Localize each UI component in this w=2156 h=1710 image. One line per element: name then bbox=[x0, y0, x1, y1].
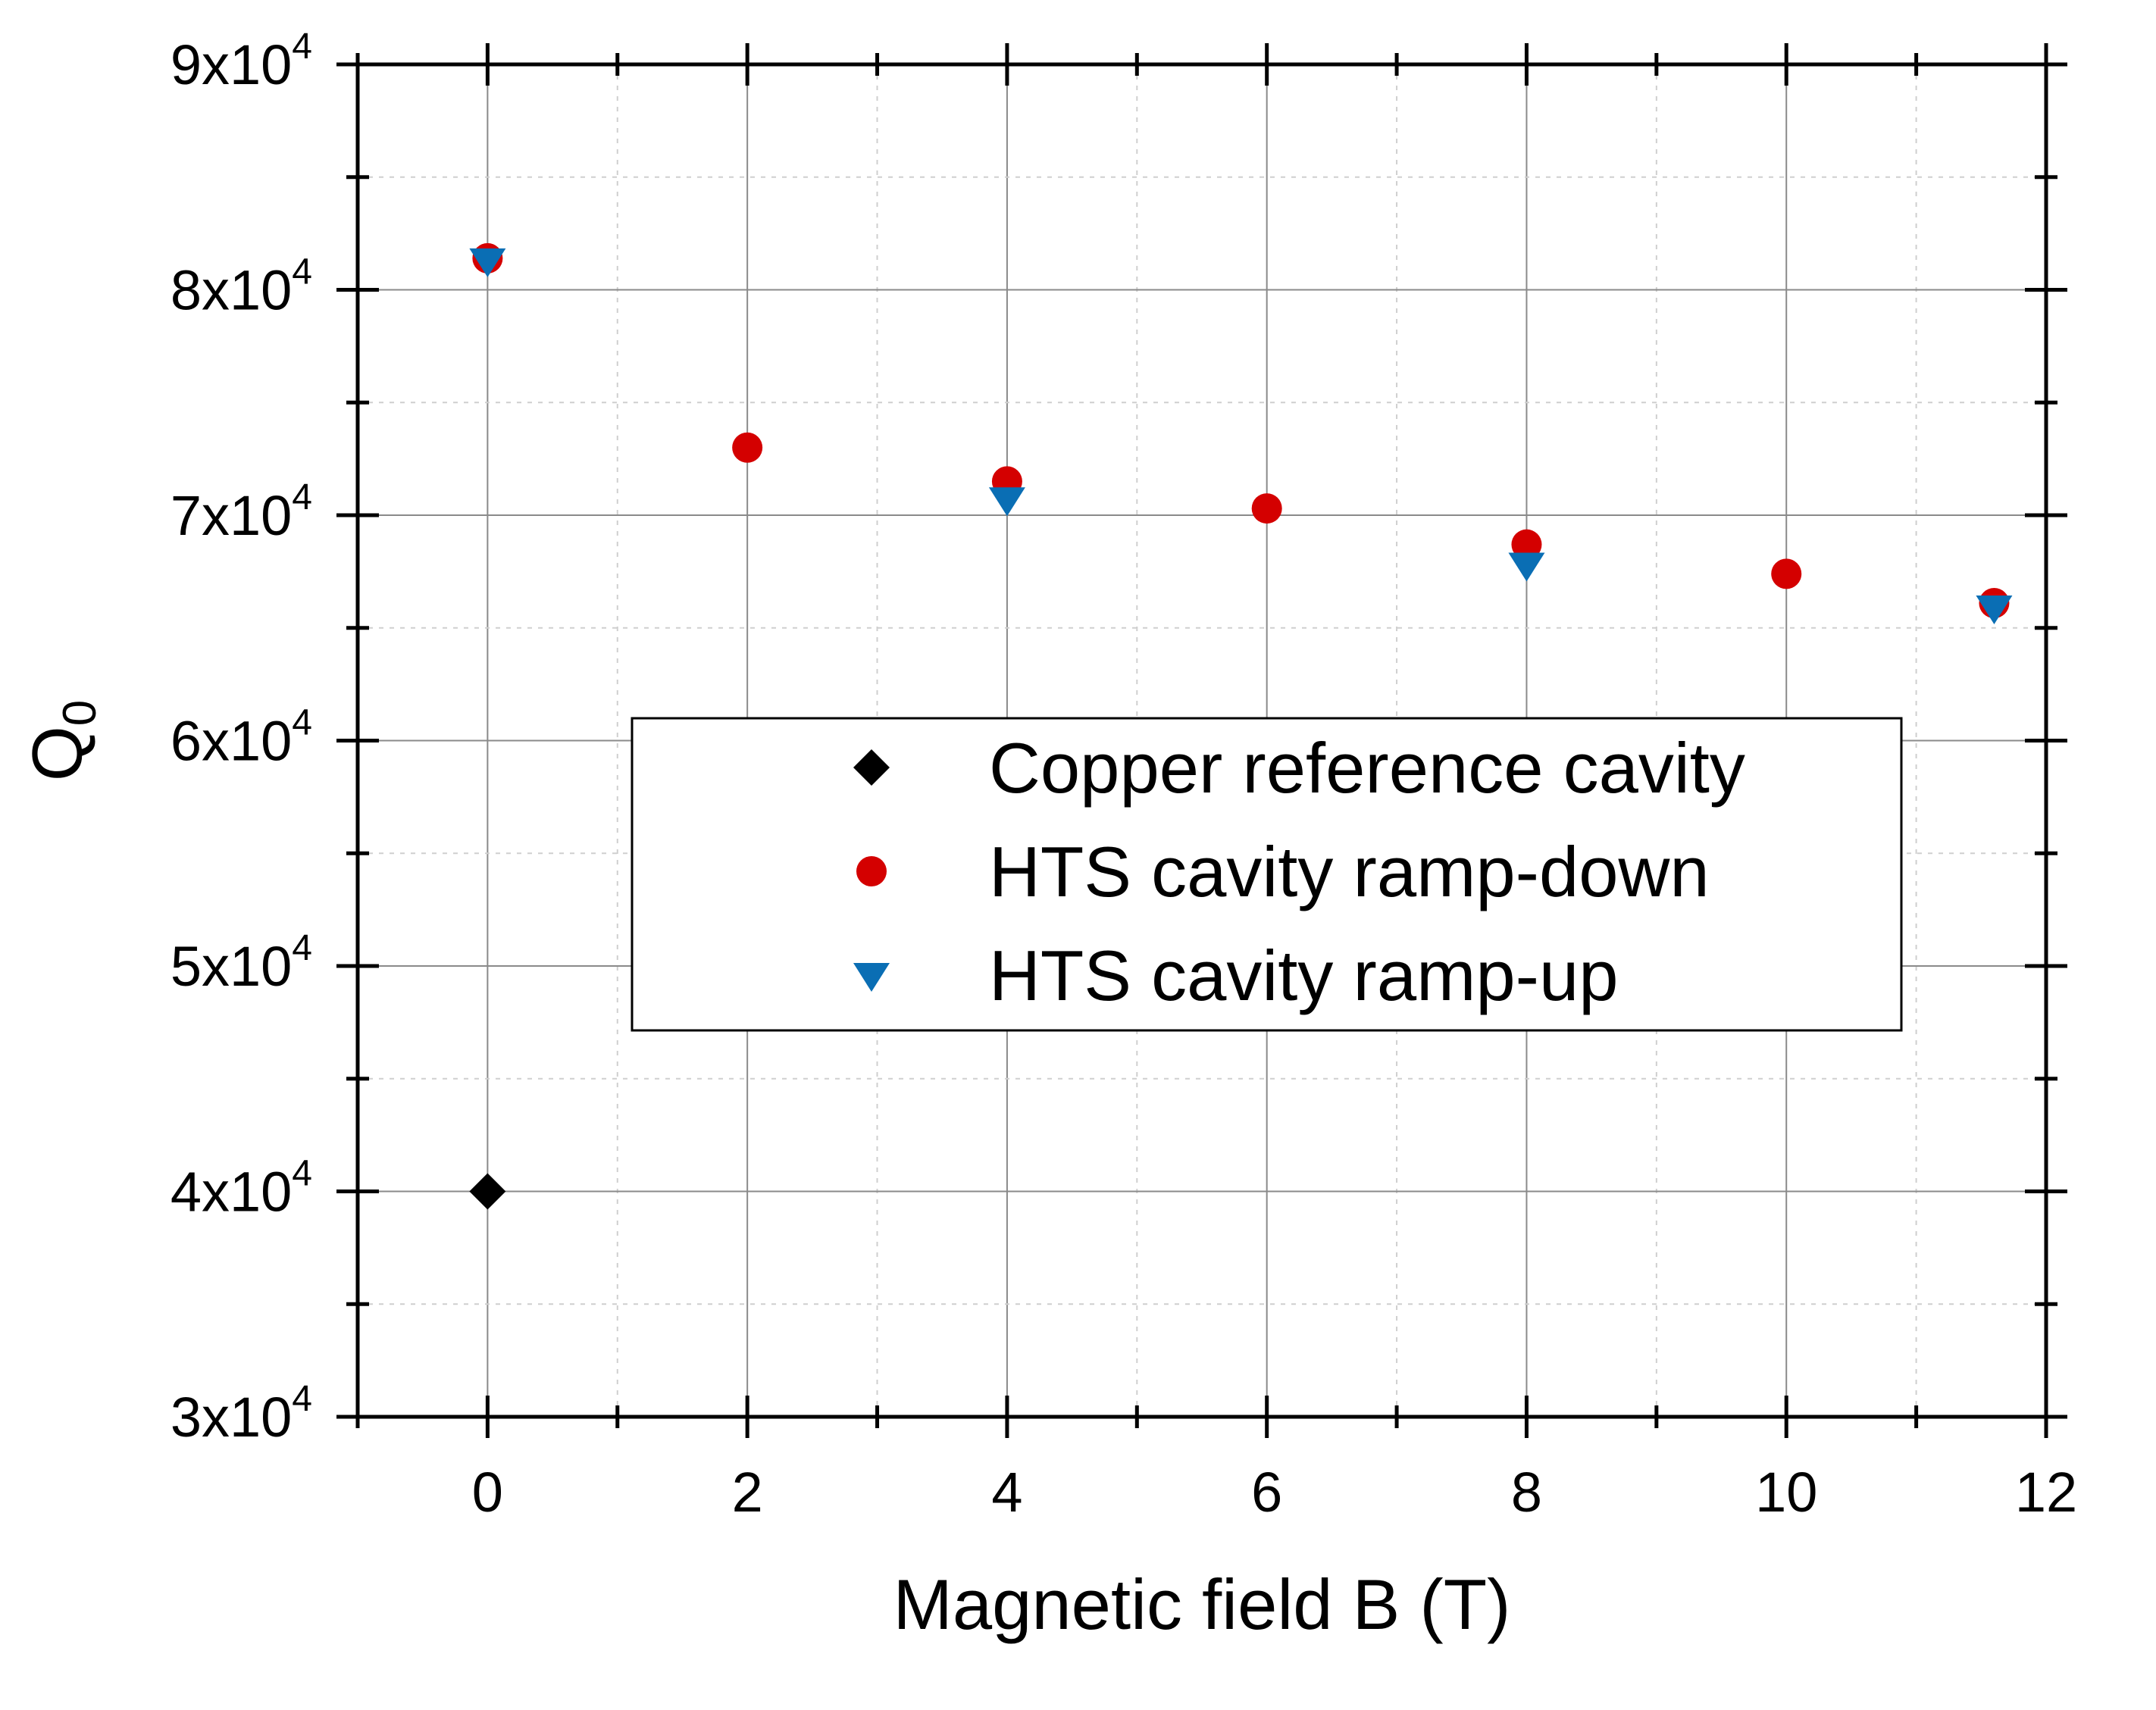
y-tick-label: 6x104 bbox=[171, 703, 312, 773]
x-tick-label: 8 bbox=[1511, 1461, 1542, 1524]
data-point bbox=[469, 1173, 506, 1210]
y-tick-mantissa: 5x10 bbox=[171, 935, 292, 998]
x-tick-label: 12 bbox=[2015, 1461, 2077, 1524]
y-tick-exponent: 4 bbox=[292, 1379, 312, 1419]
y-tick-label: 4x104 bbox=[171, 1154, 312, 1224]
y-tick-label: 3x104 bbox=[171, 1379, 312, 1449]
y-tick-exponent: 4 bbox=[292, 27, 312, 67]
series-hts-cavity-ramp-down bbox=[472, 242, 2010, 619]
legend: Copper reference cavity HTS cavity ramp-d… bbox=[631, 717, 1903, 1032]
y-tick-label: 5x104 bbox=[171, 928, 312, 998]
legend-label: Copper reference cavity bbox=[989, 728, 1745, 808]
y-tick-exponent: 4 bbox=[292, 1154, 312, 1194]
y-tick-label: 7x104 bbox=[171, 477, 312, 547]
x-tick-label: 2 bbox=[732, 1461, 763, 1524]
x-tick-label: 4 bbox=[991, 1461, 1022, 1524]
y-tick-exponent: 4 bbox=[292, 703, 312, 743]
x-tick-label: 6 bbox=[1251, 1461, 1282, 1524]
x-tick-labels: 0 2 4 6 8 10 12 bbox=[472, 1461, 2077, 1524]
series-hts-cavity-ramp-up bbox=[469, 248, 2013, 625]
y-tick-mantissa: 3x10 bbox=[171, 1386, 292, 1449]
data-point bbox=[469, 248, 506, 277]
data-point bbox=[1976, 596, 2013, 625]
data-markers bbox=[469, 242, 2013, 1210]
data-point bbox=[1511, 529, 1542, 560]
y-tick-mantissa: 8x10 bbox=[171, 259, 292, 322]
data-point bbox=[988, 487, 1025, 517]
y-tick-mantissa: 4x10 bbox=[171, 1161, 292, 1224]
legend-box bbox=[631, 717, 1903, 1032]
y-tick-exponent: 4 bbox=[292, 252, 312, 292]
legend-label: HTS cavity ramp-up bbox=[989, 936, 1619, 1015]
legend-marker bbox=[853, 749, 890, 786]
data-point bbox=[1508, 552, 1545, 582]
y-tick-mantissa: 9x10 bbox=[171, 33, 292, 96]
series-copper-reference-cavity bbox=[469, 1173, 506, 1210]
x-tick-label: 10 bbox=[1755, 1461, 1817, 1524]
y-axis-title-subscript: 0 bbox=[54, 700, 106, 726]
legend-marker bbox=[853, 963, 890, 993]
y-tick-label: 8x104 bbox=[171, 252, 312, 322]
x-tick-label: 0 bbox=[472, 1461, 503, 1524]
y-tick-mantissa: 7x10 bbox=[171, 484, 292, 547]
y-axis-title-main: Q bbox=[17, 726, 97, 781]
data-point bbox=[732, 432, 763, 463]
y-tick-exponent: 4 bbox=[292, 928, 312, 968]
legend-entry: HTS cavity ramp-up bbox=[853, 936, 1619, 1015]
y-tick-mantissa: 6x10 bbox=[171, 710, 292, 773]
data-point bbox=[1251, 493, 1282, 524]
legend-entry: Copper reference cavity bbox=[853, 728, 1745, 808]
data-point bbox=[1771, 558, 1802, 589]
y-tick-exponent: 4 bbox=[292, 477, 312, 517]
y-tick-label: 9x104 bbox=[171, 27, 312, 96]
legend-marker bbox=[856, 856, 887, 886]
legend-entry: HTS cavity ramp-down bbox=[856, 832, 1710, 911]
axis-ticks bbox=[336, 43, 2067, 1438]
legend-label: HTS cavity ramp-down bbox=[989, 832, 1710, 911]
y-axis-title: Q0 bbox=[17, 700, 106, 782]
x-axis-title: Magnetic field B (T) bbox=[893, 1565, 1511, 1644]
